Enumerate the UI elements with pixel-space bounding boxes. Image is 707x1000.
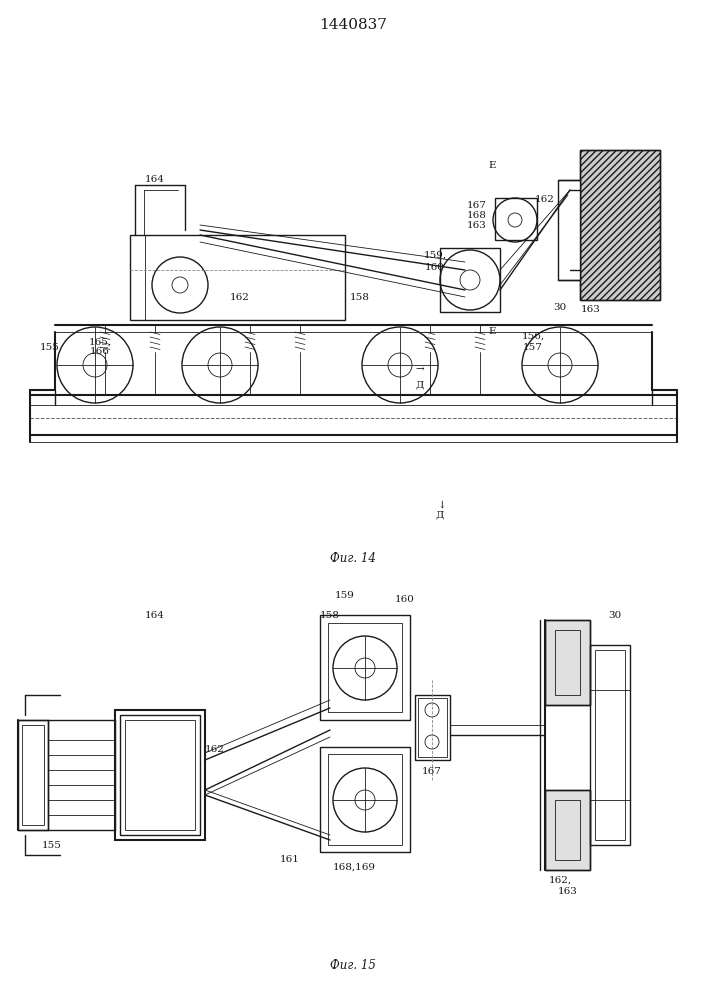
Text: 164: 164 [145,176,165,184]
Bar [18,720,48,830]
Bar [495,198,537,240]
Text: Е: Е [489,328,496,336]
Text: 168,169: 168,169 [332,862,375,871]
Text: 160: 160 [395,595,415,604]
Bar [320,615,410,720]
Text: →: → [416,365,424,374]
Text: Фиг. 15: Фиг. 15 [330,959,376,972]
Text: 164: 164 [145,610,165,619]
Text: ↓: ↓ [438,500,446,510]
Text: 155: 155 [40,344,60,353]
Bar [545,790,590,870]
Bar [328,623,402,712]
Text: 163: 163 [467,221,487,230]
Text: 30: 30 [554,304,566,312]
Text: 165,: 165, [88,338,112,347]
Text: 163: 163 [558,888,578,896]
Bar [415,695,450,760]
Text: 159: 159 [335,590,355,599]
Bar [440,248,500,312]
Text: 163: 163 [581,306,601,314]
Bar [328,754,402,845]
Bar [580,150,660,300]
Text: 30: 30 [609,610,621,619]
Text: 157: 157 [523,344,543,353]
Text: 159,: 159, [423,250,447,259]
Bar [545,620,590,705]
Text: Е: Е [489,160,496,169]
Bar [418,698,447,757]
Text: 158: 158 [350,294,370,302]
Bar [555,630,580,695]
Bar [130,235,345,320]
Bar [125,720,195,830]
Bar [595,650,625,840]
Bar [22,725,44,825]
Text: 162: 162 [205,746,225,754]
Text: 166: 166 [90,348,110,357]
Text: 1440837: 1440837 [319,18,387,32]
Text: 155: 155 [42,840,62,850]
Text: 160: 160 [425,262,445,271]
Text: Фиг. 14: Фиг. 14 [330,552,376,565]
Text: 162,: 162, [549,876,571,884]
Bar [580,150,660,300]
Text: Д: Д [436,510,444,520]
Bar [115,710,205,840]
Text: 167: 167 [467,200,487,210]
Bar [320,747,410,852]
Text: 162: 162 [535,196,555,205]
Text: 168: 168 [467,211,487,220]
Text: Д: Д [416,380,424,389]
Bar [590,645,630,845]
Bar [545,790,590,870]
Bar [555,800,580,860]
Text: 156,: 156, [522,332,544,340]
Text: 162: 162 [230,294,250,302]
Text: 167: 167 [422,768,442,776]
Bar [545,620,590,705]
Bar [120,715,200,835]
Bar [558,180,580,280]
Text: 158: 158 [320,610,340,619]
Text: 161: 161 [280,856,300,864]
